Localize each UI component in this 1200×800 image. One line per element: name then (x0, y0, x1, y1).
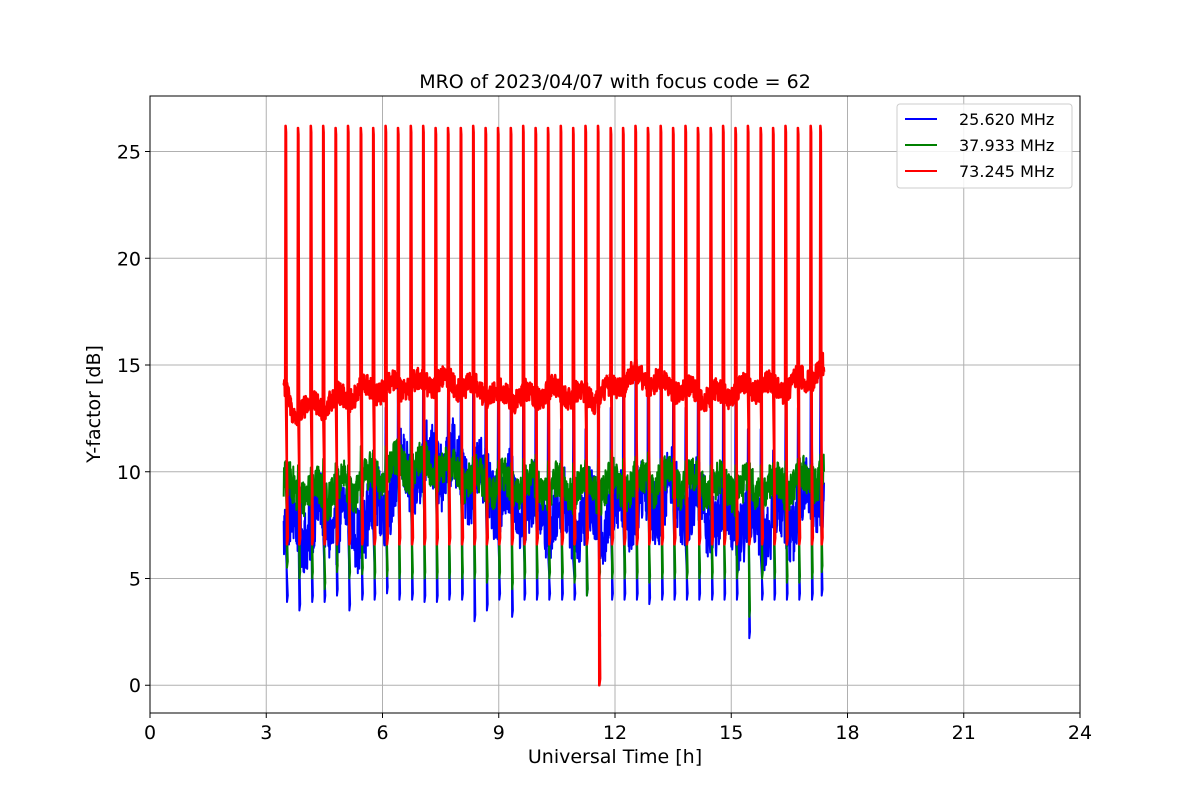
x-tick-label: 6 (376, 722, 388, 744)
series-line-1 (282, 278, 825, 644)
x-tick-label: 9 (493, 722, 505, 744)
series-line-3 (282, 124, 826, 687)
x-tick-label: 24 (1068, 722, 1092, 744)
series-line-2 (282, 438, 825, 618)
x-tick-label: 15 (719, 722, 743, 744)
y-axis-label: Y-factor [dB] (83, 345, 105, 464)
y-tick-label: 25 (117, 142, 141, 164)
legend-label: 25.620 MHz (959, 110, 1054, 129)
x-tick-label: 21 (952, 722, 976, 744)
legend-box (896, 103, 1073, 189)
legend: 25.620 MHz 37.933 MHz 73.245 MHz (896, 103, 1073, 189)
y-tick-label: 5 (129, 568, 141, 590)
y-tick-label: 0 (129, 675, 141, 697)
x-tick-label: 0 (144, 722, 156, 744)
legend-label: 73.245 MHz (959, 162, 1054, 181)
legend-label: 37.933 MHz (959, 136, 1054, 155)
series-layer (282, 124, 826, 687)
y-tick-label: 15 (117, 355, 141, 377)
x-tick-label: 12 (603, 722, 627, 744)
chart-title: MRO of 2023/04/07 with focus code = 62 (419, 71, 811, 93)
y-tick-label: 20 (117, 248, 141, 270)
y-axis: 0 5 10 15 20 25 (117, 142, 150, 697)
x-axis: 0 3 6 9 12 15 18 21 24 (144, 713, 1092, 744)
x-tick-label: 18 (835, 722, 859, 744)
x-axis-label: Universal Time [h] (528, 746, 702, 768)
y-tick-label: 10 (117, 462, 141, 484)
x-tick-label: 3 (260, 722, 272, 744)
